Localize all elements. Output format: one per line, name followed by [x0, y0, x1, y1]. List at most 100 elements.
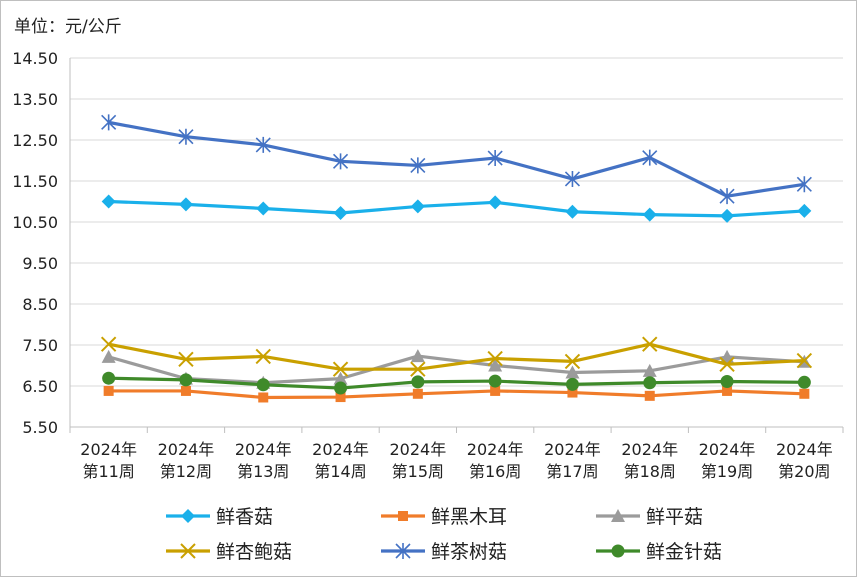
data-point [564, 170, 581, 187]
series-4 [100, 336, 813, 377]
data-point [797, 375, 811, 389]
y-tick-label: 12.50 [12, 131, 58, 150]
y-tick-label: 13.50 [12, 90, 58, 109]
y-tick-label: 11.50 [12, 172, 58, 191]
data-point [642, 336, 658, 352]
x-tick-label: 2024年第16周 [467, 440, 524, 481]
legend-item: 鲜金针菇 [596, 541, 722, 563]
y-tick-label: 7.50 [22, 336, 58, 355]
legend-swatch-marker [611, 544, 625, 558]
data-point [567, 387, 578, 398]
data-point [642, 149, 658, 166]
data-point [799, 388, 810, 399]
data-point [487, 150, 503, 167]
series-line [108, 354, 805, 385]
data-point [179, 373, 193, 387]
data-point [335, 392, 346, 403]
series-line [108, 199, 805, 218]
data-point [412, 388, 423, 399]
data-point [488, 358, 503, 372]
y-tick-labels: 5.50 6.50 7.50 8.50 9.50 10.50 11.50 12.50 13.50… [12, 49, 58, 437]
data-point [796, 176, 812, 193]
legend-item: 鲜黑木耳 [381, 506, 507, 528]
data-point [258, 392, 269, 403]
legend-label: 鲜平菇 [646, 506, 703, 528]
data-point [334, 381, 348, 395]
data-point [488, 374, 502, 388]
series-1 [101, 194, 812, 223]
x-tick-label: 2024年第11周 [80, 440, 137, 481]
data-point [332, 361, 349, 377]
data-point [565, 377, 579, 391]
data-point [643, 376, 657, 390]
data-point [719, 188, 735, 205]
data-point [564, 353, 581, 370]
data-point [255, 136, 271, 153]
legend-item: 鲜茶树菇 [381, 541, 507, 563]
legend-swatch-marker [180, 543, 196, 559]
y-tick-label: 10.50 [12, 213, 58, 232]
legend-item: 鲜杏鲍菇 [166, 541, 292, 563]
x-tick-label: 2024年第12周 [158, 440, 215, 481]
data-point [332, 153, 349, 170]
series-line [108, 376, 805, 390]
data-point [178, 128, 194, 145]
series-line [108, 342, 805, 371]
data-point [410, 157, 426, 174]
x-tick-label: 2024年第14周 [312, 440, 369, 481]
data-point [101, 194, 116, 209]
data-point [487, 350, 503, 367]
data-point [642, 207, 657, 222]
legend-label: 鲜香菇 [216, 506, 273, 528]
data-point [796, 352, 813, 369]
data-point [103, 385, 114, 396]
y-tick-label: 8.50 [22, 295, 58, 314]
data-point [101, 114, 117, 131]
data-point [488, 195, 503, 210]
data-point [565, 204, 580, 219]
data-point [411, 375, 425, 389]
data-point [565, 365, 580, 379]
axes [69, 58, 844, 433]
data-point [180, 385, 191, 396]
data-point [100, 336, 117, 352]
data-point [333, 205, 348, 220]
legend-item: 鲜香菇 [166, 506, 273, 528]
data-point [178, 197, 193, 212]
legend-swatch-marker [611, 509, 625, 522]
data-point [255, 348, 271, 365]
legend-label: 鲜金针菇 [646, 541, 722, 563]
y-tick-label: 9.50 [22, 254, 58, 273]
x-tick-label: 2024年第20周 [776, 440, 833, 481]
series-lines [100, 114, 813, 403]
data-point [102, 371, 116, 385]
data-point [256, 378, 270, 392]
data-point [797, 203, 812, 218]
data-point [333, 371, 348, 385]
legend-swatch-marker [181, 509, 195, 523]
series-line [108, 120, 805, 198]
legend-label: 鲜黑木耳 [431, 506, 507, 528]
data-point [490, 385, 501, 396]
y-tick-label: 5.50 [22, 418, 58, 437]
data-point [101, 349, 116, 363]
data-point [410, 349, 425, 363]
data-point [410, 361, 426, 377]
x-tick-label: 2024年第13周 [235, 440, 292, 481]
data-point [256, 201, 271, 216]
legend-label: 鲜茶树菇 [431, 541, 507, 563]
series-line [108, 389, 805, 400]
x-tick-label: 2024年第15周 [389, 440, 446, 481]
x-tick-label: 2024年第18周 [621, 440, 678, 481]
legend-label: 鲜杏鲍菇 [216, 541, 292, 563]
data-point [719, 356, 735, 372]
data-point [642, 363, 657, 377]
gridlines [70, 57, 843, 387]
series-6 [102, 371, 811, 395]
y-tick-label: 6.50 [22, 377, 58, 396]
data-point [410, 199, 425, 214]
series-2 [103, 385, 810, 403]
